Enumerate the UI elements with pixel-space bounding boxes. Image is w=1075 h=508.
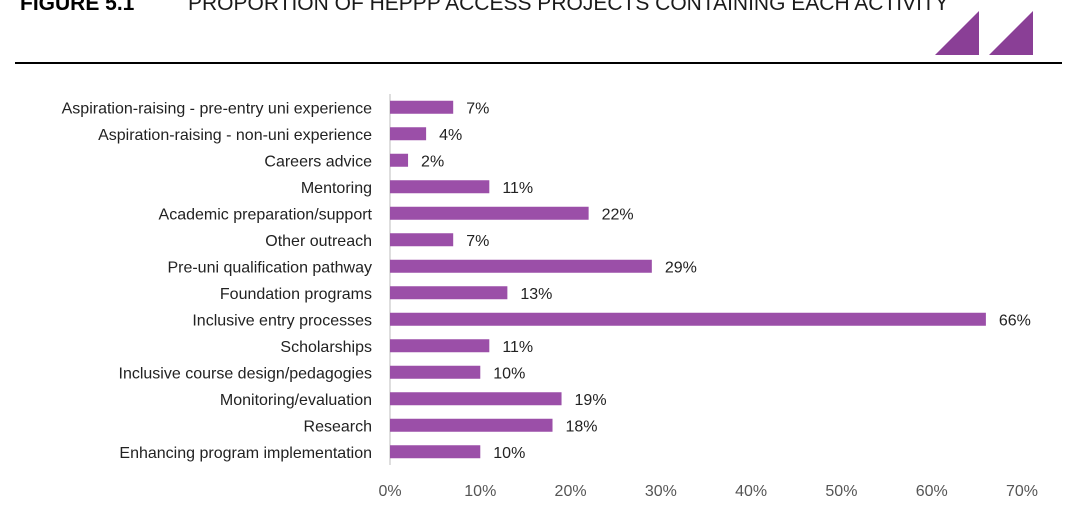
- bar: [390, 312, 986, 326]
- category-label: Pre-uni qualification pathway: [167, 259, 372, 276]
- category-label: Foundation programs: [220, 286, 372, 303]
- figure-title: PROPORTION OF HEPPP ACCESS PROJECTS CONT…: [188, 0, 949, 15]
- category-label: Research: [304, 418, 372, 435]
- data-labels: 7%4%2%11%22%7%29%13%66%11%10%19%18%10%: [421, 100, 1031, 462]
- bar: [390, 339, 490, 353]
- figure-header: FIGURE 5.1 PROPORTION OF HEPPP ACCESS PR…: [0, 0, 1075, 24]
- data-label: 18%: [566, 418, 598, 435]
- x-tick-label: 30%: [645, 483, 677, 500]
- x-tick-label: 0%: [378, 483, 401, 500]
- category-label: Mentoring: [301, 180, 372, 197]
- bar: [390, 365, 481, 379]
- data-label: 7%: [466, 100, 489, 117]
- category-label: Scholarships: [280, 339, 372, 356]
- x-tick-label: 20%: [555, 483, 587, 500]
- data-label: 4%: [439, 127, 462, 144]
- x-tick-label: 40%: [735, 483, 767, 500]
- data-label: 10%: [493, 445, 525, 462]
- category-label: Inclusive course design/pedagogies: [119, 365, 373, 382]
- x-tick-label: 70%: [1006, 483, 1038, 500]
- bar: [390, 392, 562, 406]
- category-label: Aspiration-raising - pre-entry uni exper…: [62, 100, 372, 117]
- figure-label: FIGURE 5.1: [20, 0, 135, 15]
- bars: [390, 100, 986, 459]
- bar: [390, 418, 553, 432]
- logo-triangle-right: [989, 11, 1033, 55]
- data-label: 29%: [665, 259, 697, 276]
- bar: [390, 445, 481, 459]
- category-label: Aspiration-raising - non-uni experience: [98, 127, 372, 144]
- x-tick-label: 10%: [464, 483, 496, 500]
- bar: [390, 206, 589, 220]
- bar: [390, 153, 409, 167]
- data-label: 19%: [575, 392, 607, 409]
- data-label: 66%: [999, 312, 1031, 329]
- bar: [390, 180, 490, 194]
- category-label: Academic preparation/support: [159, 206, 373, 223]
- data-label: 11%: [502, 180, 533, 197]
- bar: [390, 259, 652, 273]
- bar: [390, 127, 427, 141]
- category-label: Enhancing program implementation: [119, 445, 372, 462]
- category-label: Inclusive entry processes: [192, 312, 372, 329]
- data-label: 10%: [493, 365, 525, 382]
- logo-triangle-left: [935, 11, 979, 55]
- category-label: Other outreach: [265, 233, 372, 250]
- data-label: 22%: [602, 206, 634, 223]
- bar: [390, 286, 508, 300]
- bar: [390, 233, 454, 247]
- x-tick-label: 50%: [825, 483, 857, 500]
- category-labels: Aspiration-raising - pre-entry uni exper…: [62, 100, 373, 462]
- data-label: 11%: [502, 339, 533, 356]
- category-label: Careers advice: [264, 153, 372, 170]
- data-label: 7%: [466, 233, 489, 250]
- data-label: 13%: [520, 286, 552, 303]
- brand-logo: [935, 11, 1033, 55]
- bar: [390, 100, 454, 114]
- data-label: 2%: [421, 153, 444, 170]
- category-label: Monitoring/evaluation: [220, 392, 372, 409]
- header-rule: [15, 62, 1062, 64]
- x-tick-label: 60%: [916, 483, 948, 500]
- x-tick-labels: 0% 10% 20% 30% 40% 50% 60% 70%: [378, 483, 1038, 500]
